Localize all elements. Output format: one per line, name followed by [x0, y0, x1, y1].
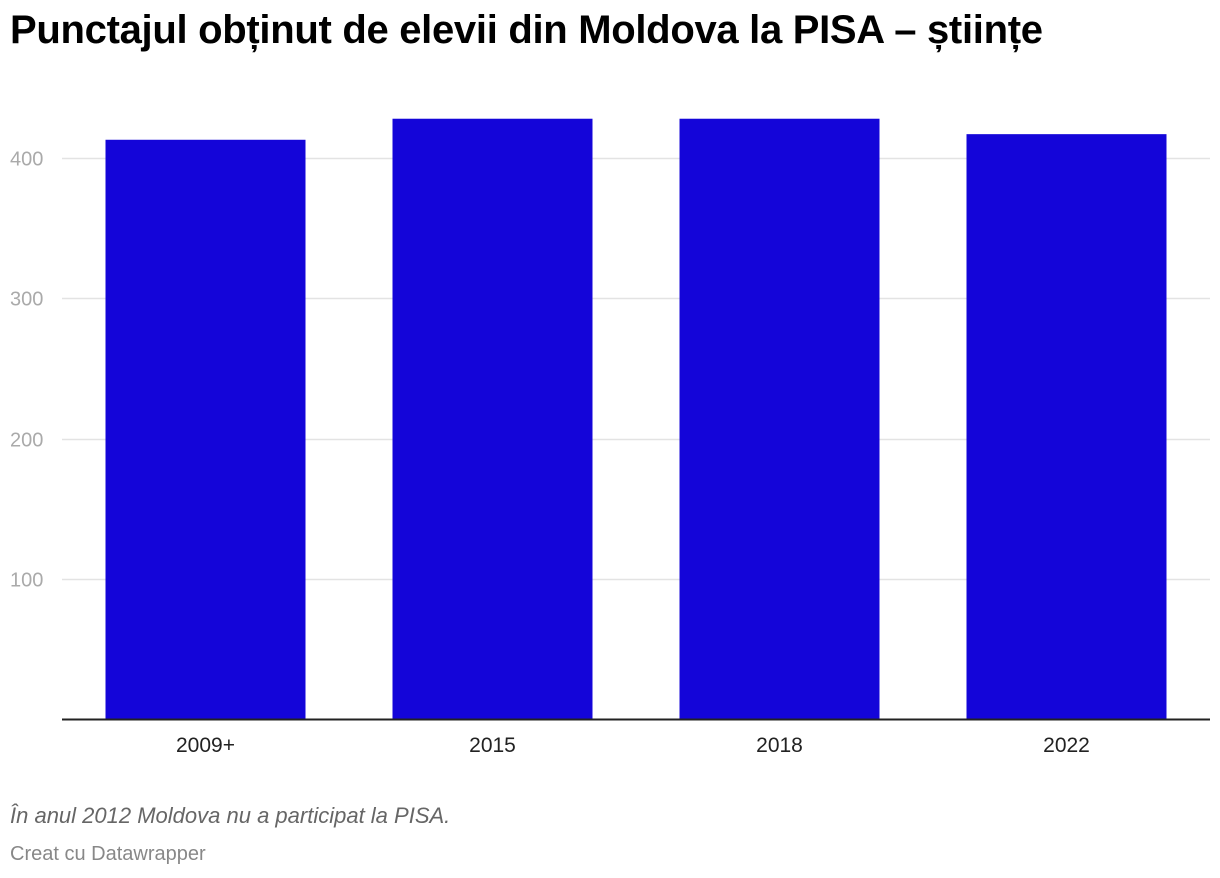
y-tick-label: 200 — [10, 430, 43, 452]
y-tick-label: 400 — [10, 149, 43, 171]
x-tick-label: 2022 — [1043, 734, 1090, 757]
x-tick-label: 2009+ — [176, 734, 235, 757]
bar[interactable] — [966, 134, 1167, 720]
y-tick-label: 100 — [10, 570, 43, 592]
bars — [105, 118, 1167, 720]
bar[interactable] — [392, 118, 593, 720]
bar[interactable] — [105, 139, 306, 719]
chart-note: În anul 2012 Moldova nu a participat la … — [10, 803, 451, 828]
chart-credit[interactable]: Creat cu Datawrapper — [10, 843, 206, 865]
chart-title: Punctajul obținut de elevii din Moldova … — [10, 8, 1043, 52]
x-tick-label: 2018 — [756, 734, 803, 757]
x-axis-ticks: 2009+ 2015 2018 2022 — [176, 734, 1090, 757]
x-tick-label: 2015 — [469, 734, 516, 757]
y-tick-label: 300 — [10, 289, 43, 311]
bar[interactable] — [679, 118, 880, 720]
